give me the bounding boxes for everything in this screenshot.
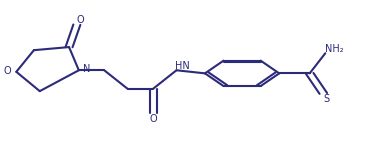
Text: NH₂: NH₂ — [325, 44, 343, 54]
Text: O: O — [76, 15, 84, 25]
Text: HN: HN — [175, 61, 190, 71]
Text: S: S — [323, 94, 330, 104]
Text: O: O — [4, 66, 11, 76]
Text: N: N — [83, 64, 90, 74]
Text: O: O — [149, 114, 157, 124]
